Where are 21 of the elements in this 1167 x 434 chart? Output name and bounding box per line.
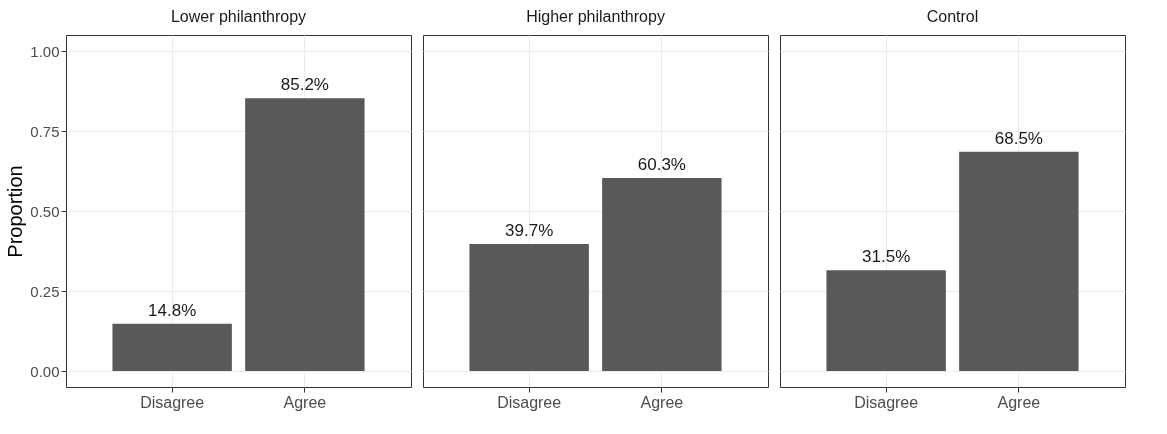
x-tick-label: Agree <box>997 393 1041 411</box>
y-axis-title: Proportion <box>4 165 27 258</box>
chart-title: Lower philanthropy <box>170 8 307 25</box>
data-label: 60.3% <box>637 155 686 175</box>
y-tick-label: 1.00 <box>30 42 60 60</box>
y-tick-label: 0.00 <box>30 362 60 380</box>
x-tick-label: Disagree <box>854 393 919 411</box>
y-tick-label: 0.25 <box>30 282 60 300</box>
x-tick-label: Disagree <box>140 393 205 411</box>
y-tick-label: 0.50 <box>30 202 60 220</box>
data-label: 85.2% <box>280 75 329 95</box>
x-tick-label: Agree <box>640 393 684 411</box>
data-label: 31.5% <box>862 247 911 267</box>
x-tick-label: Disagree <box>497 393 562 411</box>
y-tick-label: 0.75 <box>30 122 60 140</box>
x-tick-label: Agree <box>283 393 327 411</box>
data-label: 14.8% <box>148 300 197 320</box>
data-label: 68.5% <box>994 128 1043 148</box>
chart-title: Control <box>926 8 979 25</box>
chart-title: Higher philanthropy <box>526 8 665 25</box>
data-label: 39.7% <box>505 220 554 240</box>
